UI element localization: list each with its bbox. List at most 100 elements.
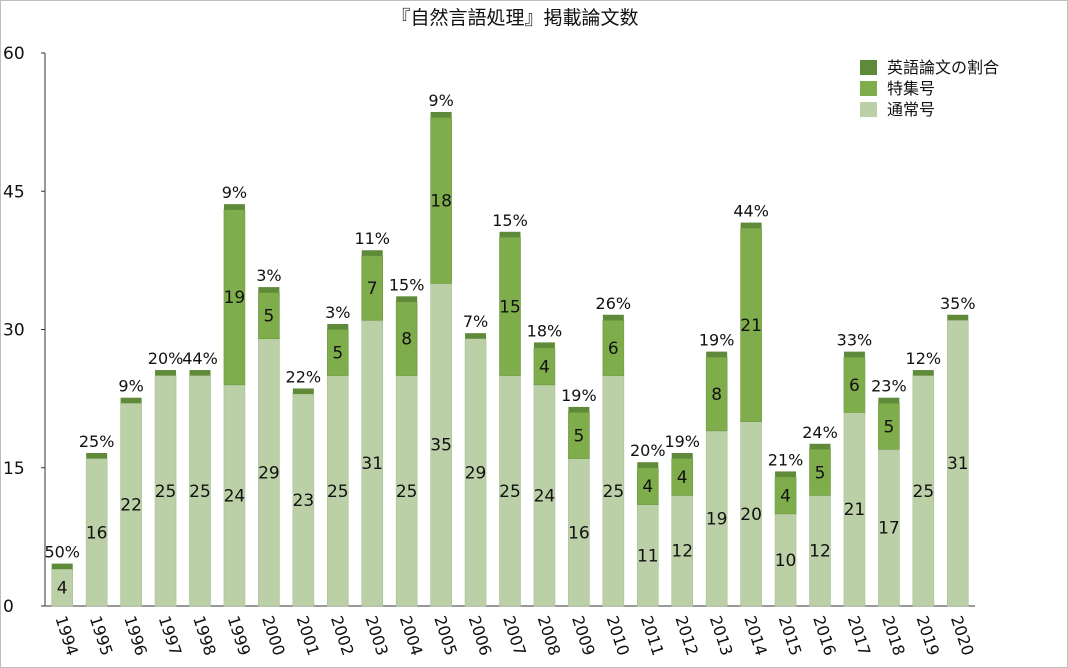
data-label-english-ratio: 9%	[222, 183, 247, 202]
bar-group: 25 5 3%	[325, 303, 350, 607]
data-label-regular: 31	[361, 454, 383, 474]
data-label-special: 4	[780, 486, 791, 506]
data-label-regular: 25	[155, 482, 177, 502]
legend-swatch	[860, 81, 877, 96]
x-tick-label: 2000	[258, 613, 289, 658]
bar-english-ratio	[430, 111, 452, 118]
bar-english-ratio	[189, 370, 211, 376]
x-tick-label: 2002	[327, 613, 358, 658]
data-label-regular: 35	[430, 436, 452, 456]
data-label-regular: 16	[568, 523, 590, 543]
x-tick-label: 2007	[499, 613, 530, 658]
data-label-english-ratio: 35%	[940, 294, 976, 313]
bar-group: 17 5 23%	[871, 377, 907, 607]
bar-english-ratio	[499, 231, 521, 238]
x-tick-label: 2008	[534, 613, 565, 658]
bar-group: 12 5 24%	[802, 423, 838, 607]
bar-english-ratio	[878, 397, 900, 404]
data-label-regular: 11	[637, 546, 659, 566]
data-label-english-ratio: 15%	[389, 275, 425, 294]
y-axis: 0 15 30 45 60	[3, 44, 46, 617]
data-label-regular: 22	[120, 496, 142, 516]
y-tick-label: 60	[3, 44, 25, 64]
bar-group: 31 7 11%	[354, 229, 390, 607]
data-label-english-ratio: 9%	[428, 91, 453, 110]
bar-english-ratio	[223, 204, 245, 210]
x-tick-label: 2009	[568, 613, 599, 658]
data-label-special: 4	[642, 477, 653, 497]
bar-english-ratio	[706, 351, 728, 358]
legend-swatch	[860, 60, 877, 75]
data-label-regular: 24	[534, 486, 556, 506]
bar-group: 23 22%	[286, 367, 321, 607]
bar-group: 20 21 44%	[733, 202, 769, 607]
data-label-special: 5	[573, 426, 584, 446]
x-tick-label: 1994	[51, 613, 82, 658]
data-label-regular: 20	[740, 505, 762, 525]
data-label-special: 15	[499, 297, 521, 317]
bar-group: 25 6 26%	[596, 294, 631, 607]
data-label-english-ratio: 3%	[325, 303, 350, 322]
x-tick-label: 2018	[878, 613, 909, 658]
bar-english-ratio	[327, 323, 349, 330]
data-label-regular: 25	[913, 482, 935, 502]
x-tick-label: 2017	[844, 613, 875, 658]
data-label-regular: 10	[775, 551, 797, 571]
data-label-english-ratio: 23%	[871, 377, 907, 396]
data-label-special: 19	[224, 288, 246, 308]
data-label-special: 8	[401, 330, 412, 350]
bar-group: 29 5 3%	[256, 266, 282, 607]
data-label-special: 7	[367, 279, 378, 299]
legend-swatch	[860, 102, 877, 117]
x-tick-label: 2011	[637, 613, 668, 658]
y-tick-label: 45	[3, 182, 25, 202]
data-label-special: 6	[608, 339, 619, 359]
x-tick-label: 1995	[86, 613, 117, 658]
x-tick-label: 2003	[361, 613, 392, 658]
data-label-english-ratio: 44%	[182, 349, 218, 368]
data-label-regular: 29	[258, 463, 280, 483]
data-label-special: 4	[539, 357, 550, 377]
data-label-regular: 25	[603, 482, 625, 502]
bar-english-ratio	[533, 342, 555, 348]
data-label-special: 8	[711, 385, 722, 405]
bar-english-ratio	[155, 370, 177, 376]
bar-english-ratio	[361, 250, 383, 256]
bars: 450%1625%229%2520%2544%24199%2953%2322%2…	[44, 91, 976, 607]
bar-english-ratio	[465, 333, 487, 339]
x-tick-label: 2019	[913, 613, 944, 658]
x-tick-label: 2010	[603, 613, 634, 658]
data-label-special: 21	[740, 316, 762, 336]
bar-english-ratio	[843, 351, 865, 358]
bar-group: 31 35%	[940, 294, 976, 607]
bar-group: 29 7%	[463, 312, 488, 607]
bar-english-ratio	[568, 406, 590, 413]
data-label-regular: 25	[499, 482, 521, 502]
bar-english-ratio	[671, 453, 693, 459]
data-label-regular: 24	[224, 486, 246, 506]
data-label-english-ratio: 15%	[492, 211, 528, 230]
data-label-special: 6	[849, 376, 860, 396]
bar-english-ratio	[120, 397, 142, 404]
x-tick-label: 2015	[775, 613, 806, 658]
bar-group: 25 20%	[148, 349, 183, 607]
data-label-regular: 12	[809, 542, 831, 562]
bar-group: 24 19 9%	[222, 183, 247, 607]
data-label-english-ratio: 33%	[837, 331, 873, 350]
bar-group: 35 18 9%	[428, 91, 454, 607]
x-axis: 1994 1995 1996 1997 1998 1999 2000 2001 2002 2003…	[45, 605, 978, 658]
bar-special	[430, 117, 452, 284]
bar-group: 12 4 19%	[664, 432, 700, 607]
data-label-regular: 31	[947, 454, 969, 474]
bar-group: 22 9%	[118, 377, 144, 607]
bar-english-ratio	[258, 287, 280, 293]
bar-group: 25 8 15%	[389, 275, 425, 607]
bar-english-ratio	[809, 443, 831, 450]
bar-english-ratio	[86, 453, 108, 459]
x-tick-label: 1996	[120, 613, 151, 658]
data-label-regular: 17	[878, 519, 900, 539]
bar-english-ratio	[396, 296, 418, 302]
bar-english-ratio	[740, 222, 762, 229]
bar-english-ratio	[947, 314, 969, 321]
